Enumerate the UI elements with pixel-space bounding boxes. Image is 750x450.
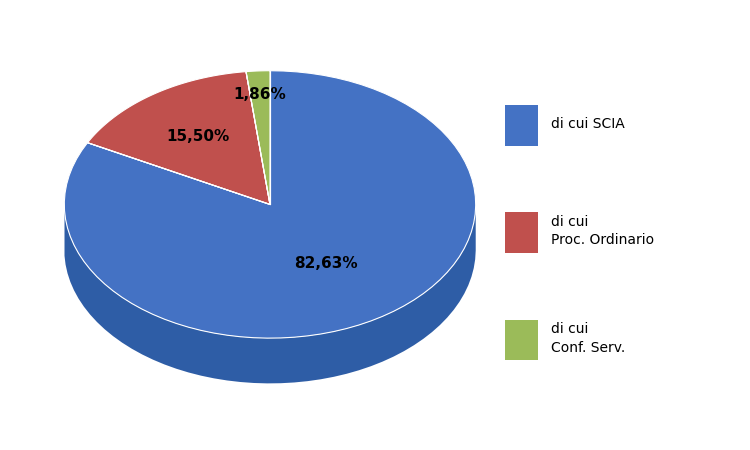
Text: di cui
Proc. Ordinario: di cui Proc. Ordinario (551, 215, 654, 248)
Text: 15,50%: 15,50% (166, 129, 230, 144)
FancyBboxPatch shape (506, 212, 538, 253)
Polygon shape (64, 205, 476, 383)
Text: 1,86%: 1,86% (234, 87, 286, 103)
Text: 82,63%: 82,63% (294, 256, 357, 271)
Polygon shape (88, 72, 270, 204)
Polygon shape (246, 71, 270, 204)
FancyBboxPatch shape (506, 105, 538, 146)
FancyBboxPatch shape (506, 320, 538, 360)
Text: di cui
Conf. Serv.: di cui Conf. Serv. (551, 322, 626, 355)
Text: di cui SCIA: di cui SCIA (551, 117, 625, 131)
Polygon shape (64, 71, 476, 338)
